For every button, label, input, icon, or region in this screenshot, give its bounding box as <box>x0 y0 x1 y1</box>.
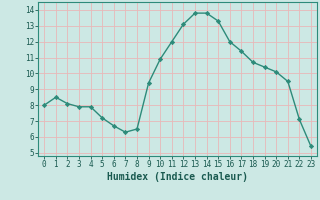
X-axis label: Humidex (Indice chaleur): Humidex (Indice chaleur) <box>107 172 248 182</box>
